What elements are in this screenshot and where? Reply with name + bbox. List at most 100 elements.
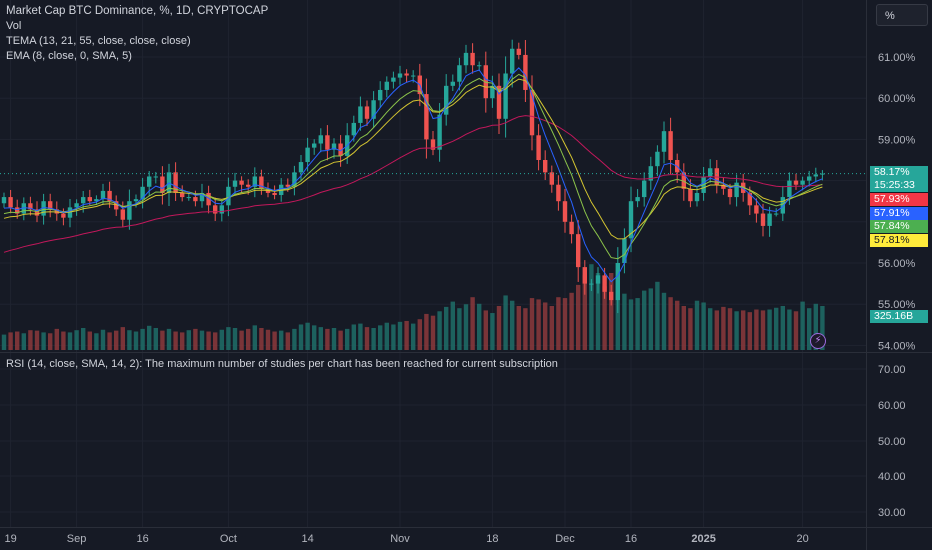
volume-bar	[754, 309, 759, 350]
volume-bar	[279, 330, 284, 350]
rsi-tick-label: 40.00	[878, 471, 906, 483]
candle-body	[8, 197, 13, 208]
volume-bar	[615, 279, 620, 350]
candle-body	[219, 205, 224, 214]
candle-body	[648, 166, 653, 181]
candle-body	[549, 172, 554, 185]
volume-bar	[417, 319, 422, 350]
time-tick-label: Dec	[555, 533, 575, 545]
candle-body	[622, 238, 627, 263]
candle-body	[681, 172, 686, 189]
candle-body	[226, 186, 231, 206]
candle-body	[127, 201, 132, 220]
time-tick-label: 18	[486, 533, 498, 545]
candle-body	[615, 263, 620, 301]
volume-bar	[127, 330, 132, 350]
lightning-icon[interactable]: ⚡	[810, 333, 826, 349]
yellow-line	[3, 78, 823, 240]
candle-body	[813, 174, 818, 177]
volume-bar	[351, 324, 356, 350]
volume-bar	[642, 290, 647, 350]
volume-bar	[61, 331, 66, 350]
volume-bar	[734, 311, 739, 350]
volume-bar	[54, 328, 59, 350]
volume-bar	[424, 313, 429, 350]
candle-body	[81, 197, 86, 204]
volume-bar	[371, 328, 376, 350]
volume-badge: 325.16B	[870, 310, 928, 323]
volume-bar	[529, 298, 535, 350]
volume-bar	[549, 306, 554, 350]
candle-body	[133, 199, 139, 202]
volume-bar	[219, 329, 224, 350]
candle-body	[21, 203, 26, 214]
volume-bar	[358, 323, 363, 350]
time-tick-label: 16	[625, 533, 637, 545]
volume-bar	[582, 275, 587, 350]
candle-body	[714, 168, 719, 185]
volume-bar	[48, 333, 53, 350]
volume-bar	[714, 310, 719, 350]
candle-body	[87, 197, 92, 202]
volume-bar	[285, 332, 290, 350]
volume-bar	[259, 328, 264, 350]
volume-bar	[28, 330, 33, 350]
candle-body	[793, 180, 799, 185]
time-tick-label: 19	[4, 533, 16, 545]
percent-scale-button[interactable]: %	[876, 4, 928, 26]
volume-bar	[595, 273, 601, 350]
volume-bar	[305, 322, 310, 350]
candle-body	[325, 135, 330, 150]
volume-bar	[813, 303, 818, 350]
legend-ema[interactable]: EMA (8, close, 0, SMA, 5)	[6, 50, 132, 62]
candle-body	[193, 197, 198, 202]
rsi-study-notice: RSI (14, close, SMA, 14, 2): The maximum…	[6, 358, 558, 370]
volume-bar	[774, 307, 779, 350]
volume-bar	[133, 331, 139, 350]
volume-bar	[193, 328, 198, 350]
candle-body	[694, 192, 700, 202]
candle-body	[34, 209, 40, 216]
candle-body	[384, 81, 389, 90]
volume-bar	[576, 284, 581, 350]
candle-body	[213, 205, 218, 214]
candle-body	[688, 188, 693, 202]
volume-bar	[463, 304, 469, 350]
candle-body	[543, 160, 548, 173]
rsi-tick-label: 70.00	[878, 364, 906, 376]
volume-bar	[708, 308, 713, 350]
candle-body	[754, 205, 759, 214]
tema-blue-line	[3, 67, 823, 283]
candle-body	[364, 106, 370, 119]
volume-bar	[312, 325, 317, 350]
volume-bar	[727, 308, 733, 350]
candle-body	[470, 52, 475, 66]
volume-bar	[523, 308, 528, 350]
candle-body	[338, 143, 343, 156]
volume-bar	[331, 328, 337, 350]
candle-body	[661, 131, 667, 152]
volume-bar	[694, 300, 700, 350]
candle-body	[589, 283, 594, 285]
rsi-axis[interactable]: 70.00 60.00 50.00 40.00 30.00	[878, 364, 906, 519]
volume-bar	[701, 302, 706, 350]
volume-bar	[213, 332, 218, 350]
candle-body	[807, 176, 812, 181]
volume-bar	[147, 325, 152, 350]
volume-bar	[232, 328, 238, 350]
time-axis[interactable]: 19 Sep 16 Oct 14 Nov 18 Dec 16 2025 20	[4, 533, 808, 545]
volume-bar	[21, 333, 26, 350]
volume-bar	[787, 309, 792, 350]
legend-tema[interactable]: TEMA (13, 21, 55, close, close, close)	[6, 35, 191, 47]
legend-volume[interactable]: Vol	[6, 20, 22, 32]
candle-body	[516, 48, 521, 55]
volume-bar	[490, 313, 495, 350]
volume-bar	[681, 306, 686, 350]
volume-bar	[688, 308, 693, 350]
rsi-tick-label: 30.00	[878, 507, 906, 519]
candle-body	[140, 186, 145, 200]
candle-body	[318, 135, 323, 144]
candle-body	[609, 291, 614, 301]
candle-body	[444, 85, 449, 115]
